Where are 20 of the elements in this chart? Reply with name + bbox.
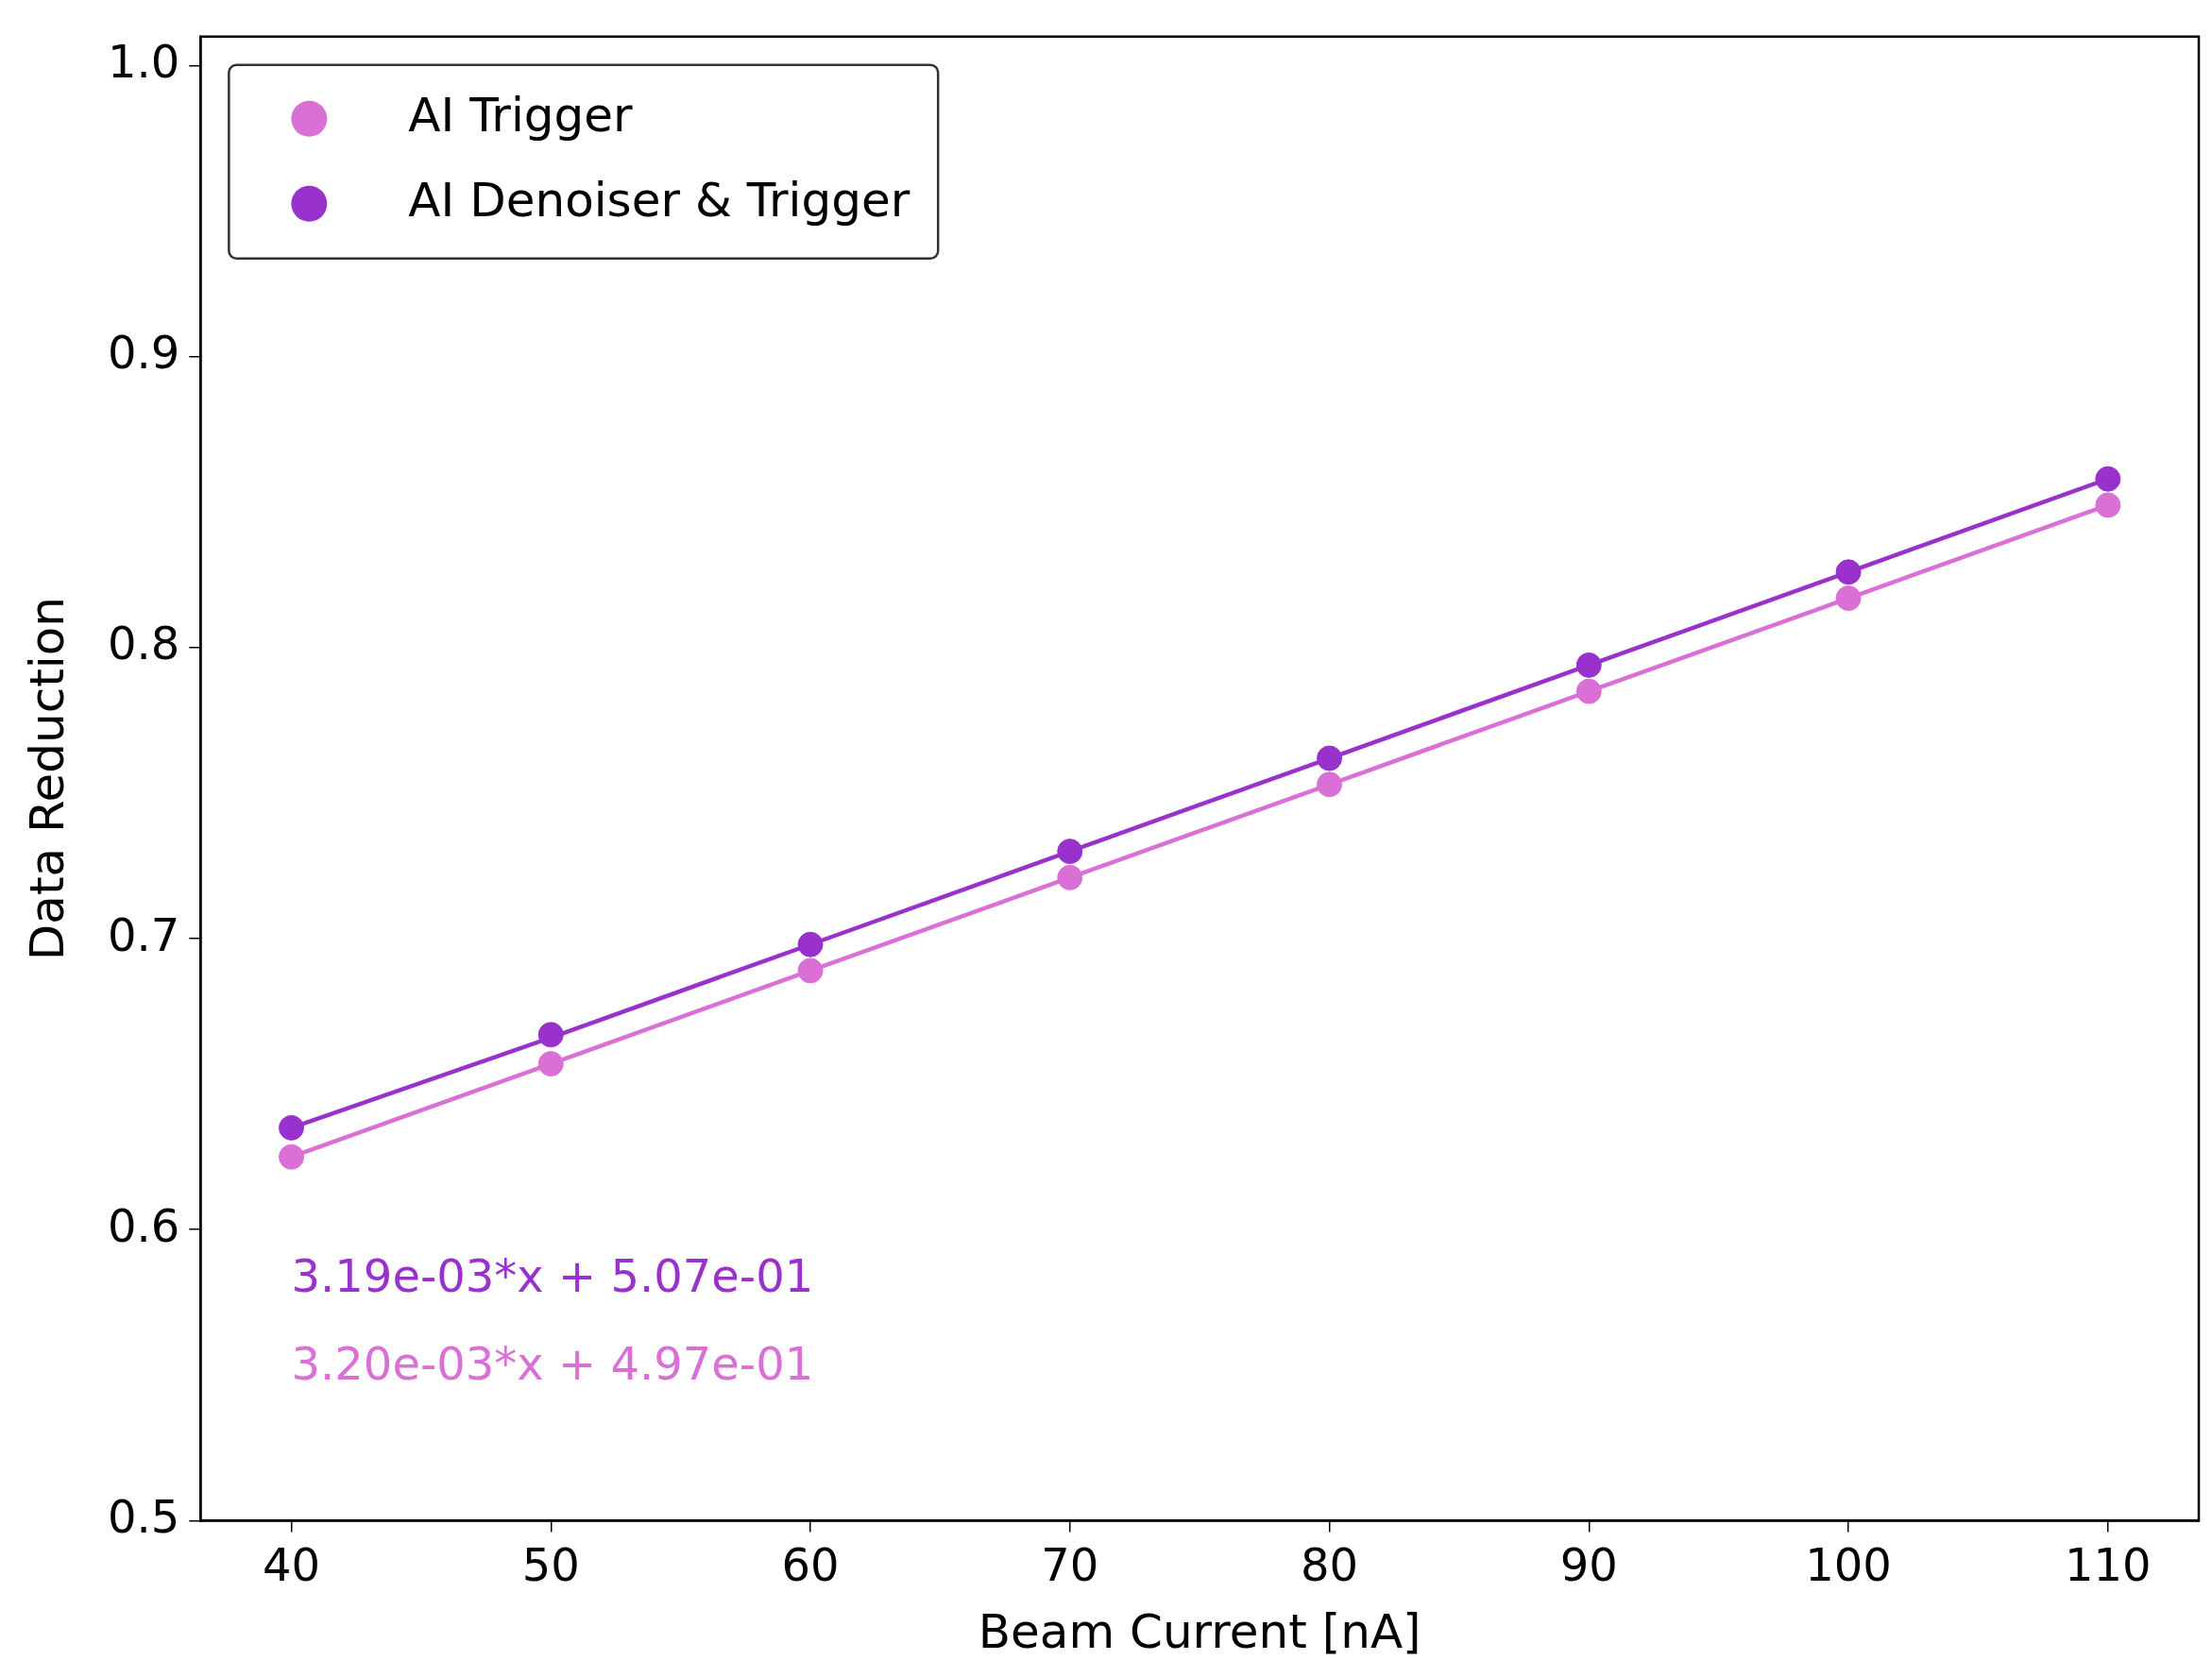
x-tick-label: 80 bbox=[1301, 1537, 1359, 1591]
x-tick-label: 110 bbox=[2065, 1537, 2152, 1591]
annotation: 3.20e-03*x + 4.97e-01 bbox=[291, 1336, 814, 1390]
x-tick-label: 50 bbox=[521, 1537, 580, 1591]
x-tick-label: 100 bbox=[1805, 1537, 1892, 1591]
x-tick-label: 70 bbox=[1041, 1537, 1099, 1591]
y-axis-title: Data Reduction bbox=[19, 596, 75, 961]
y-tick-label: 0.6 bbox=[107, 1198, 180, 1252]
x-tick-label: 40 bbox=[262, 1537, 321, 1591]
legend-label: AI Denoiser & Trigger bbox=[408, 172, 910, 228]
y-tick-label: 0.5 bbox=[107, 1489, 180, 1543]
y-tick-label: 0.9 bbox=[107, 326, 180, 380]
legend-label: AI Trigger bbox=[408, 87, 634, 143]
y-tick-label: 0.7 bbox=[107, 907, 180, 961]
x-axis-title: Beam Current [nA] bbox=[978, 1603, 1421, 1659]
x-tick-label: 60 bbox=[781, 1537, 840, 1591]
x-tick-label: 90 bbox=[1559, 1537, 1618, 1591]
y-tick-label: 1.0 bbox=[107, 35, 180, 89]
annotation: 3.19e-03*x + 5.07e-01 bbox=[291, 1248, 814, 1302]
y-tick-label: 0.8 bbox=[107, 617, 180, 670]
